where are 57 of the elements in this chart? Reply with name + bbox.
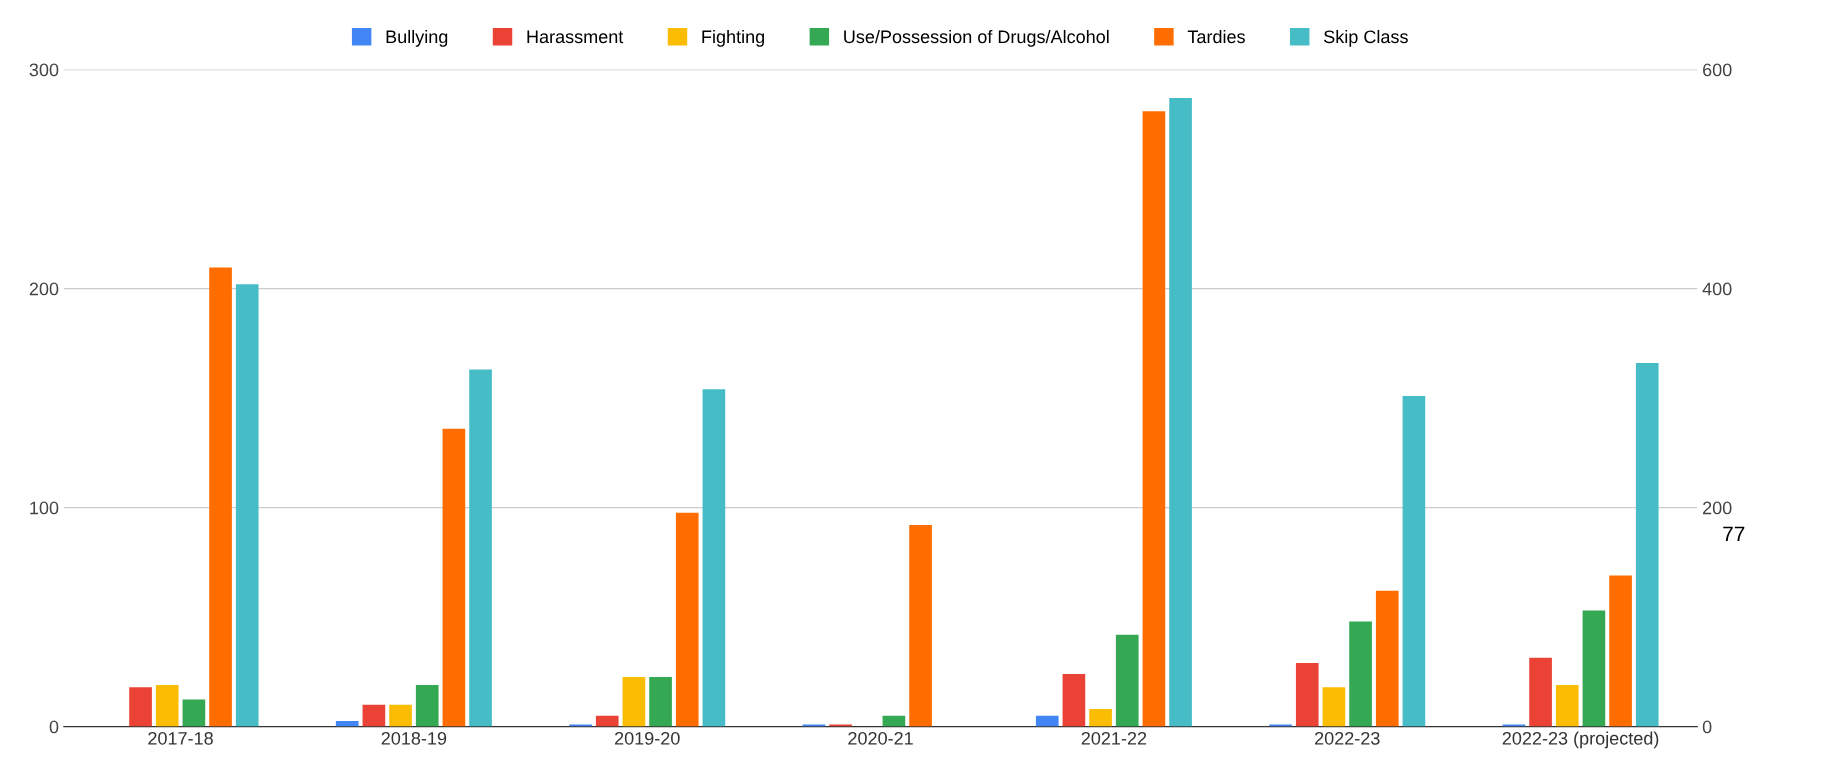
bar xyxy=(569,724,592,727)
bar xyxy=(829,724,852,727)
bar xyxy=(235,284,259,727)
bar xyxy=(469,369,492,727)
bar xyxy=(649,676,672,727)
bar xyxy=(1062,674,1086,727)
bar xyxy=(1349,621,1372,727)
bar xyxy=(1269,724,1292,727)
bar xyxy=(702,389,726,727)
x-tick-label: 2020-21 xyxy=(848,731,913,745)
bar xyxy=(389,704,412,727)
legend-label: Tardies xyxy=(1187,29,1245,44)
x-tick-label: 2018-19 xyxy=(381,731,447,745)
bar xyxy=(622,676,646,727)
bar xyxy=(595,715,619,727)
y-tick-label: 300 xyxy=(29,63,59,77)
bar xyxy=(1035,715,1059,727)
x-tick-label: 2017-18 xyxy=(148,731,213,745)
legend-label: Skip Class xyxy=(1324,29,1408,47)
bar xyxy=(1089,709,1112,727)
bar xyxy=(909,525,932,727)
bar xyxy=(1609,575,1632,727)
y2-tick-label: 200 xyxy=(1703,501,1732,515)
bar xyxy=(129,687,152,727)
legend-label: Bullying xyxy=(386,29,448,47)
bar xyxy=(1582,610,1606,727)
legend-label: Use/Possession of Drugs/Alcohol xyxy=(844,29,1109,47)
y-tick-label: 200 xyxy=(29,282,59,296)
bar xyxy=(209,267,232,727)
y2-tick-label: 400 xyxy=(1702,282,1732,296)
y2-tick-label: 0 xyxy=(1702,720,1712,734)
bar xyxy=(1295,663,1319,727)
text: 77 xyxy=(1723,526,1745,542)
bar xyxy=(415,685,439,727)
x-tick-label: 2021-22 xyxy=(1081,731,1147,745)
bar xyxy=(442,428,466,727)
bar xyxy=(1142,111,1166,727)
x-tick-label: 2022-23 (projected) xyxy=(1502,731,1659,749)
bar xyxy=(1115,634,1139,727)
bar xyxy=(1529,657,1552,727)
y-tick-label: 0 xyxy=(49,720,59,734)
y2-tick-label: 600 xyxy=(1703,63,1732,77)
bar xyxy=(1555,685,1579,727)
bar xyxy=(1375,590,1399,727)
bar xyxy=(155,685,179,727)
bar xyxy=(1322,687,1346,727)
bar xyxy=(1169,98,1192,727)
x-tick-label: 2022-23 xyxy=(1315,731,1380,745)
bar xyxy=(1402,395,1426,727)
bar xyxy=(1635,363,1659,727)
legend-label: Harassment xyxy=(527,30,624,44)
x-tick-label: 2019-20 xyxy=(615,731,680,745)
y-tick-label: 100 xyxy=(30,501,59,515)
bar xyxy=(675,512,699,727)
bar xyxy=(362,704,386,727)
bar xyxy=(182,699,206,727)
legend-label: Fighting xyxy=(702,29,765,47)
